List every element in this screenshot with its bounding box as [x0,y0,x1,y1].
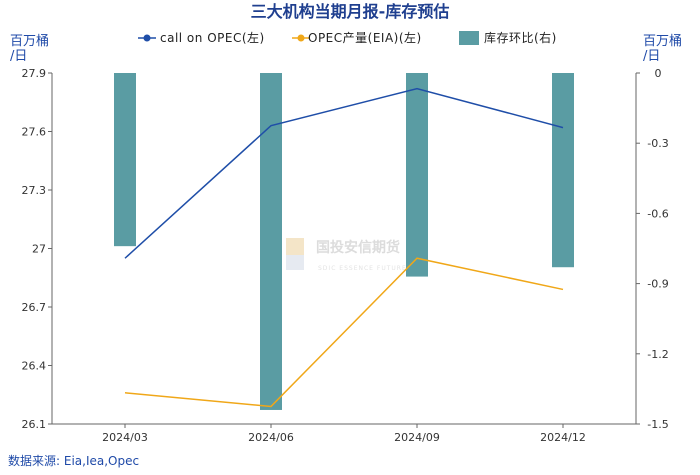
inventory-bar-2024/09 [406,73,428,277]
left-tick-label: 26.4 [22,360,47,373]
left-tick-label: 26.7 [22,301,47,314]
right-tick-label: -1.5 [647,418,668,431]
watermark-text: 国投安信期货 [316,239,400,256]
opec-production-line [124,257,564,408]
right-tick-label: -0.6 [647,207,668,220]
watermark-subtext: SDIC ESSENCE FUTURES [318,265,412,272]
left-tick-label: 27.3 [22,184,47,197]
right-unit-line1: 百万桶 [643,34,682,49]
right-axis-unit: 百万桶 /日 [643,34,682,64]
inventory-bar-2024/03 [114,73,136,247]
right-tick-label: -1.2 [647,348,668,361]
inventory-bar-2024/12 [552,73,574,268]
x-tick-label: 2024/06 [248,431,294,444]
inventory-bars [114,73,574,410]
right-tick-label: -0.9 [647,278,668,291]
x-tick-label: 2024/12 [540,431,586,444]
left-tick-label: 27.6 [22,126,47,139]
left-tick-label: 26.1 [22,418,47,431]
right-tick-label: -0.3 [647,137,668,150]
left-unit-line1: 百万桶 [10,34,49,49]
left-tick-label: 27 [32,243,46,256]
watermark: 国投安信期货 SDIC ESSENCE FUTURES [286,238,412,272]
line-series [124,87,564,408]
legend-opec-marker [297,34,305,42]
call-on-opec-line [124,87,564,259]
watermark-logo-base [286,255,304,270]
axes: 27.9 27.6 27.3 27 26.7 26.4 26.1 0 -0.3 -0.6 -0.9 -… [22,67,669,444]
right-unit-line2: /日 [643,49,660,64]
legend-opec-label: OPEC产量(EIA)(左) [308,30,422,45]
legend-call-marker [143,34,151,42]
x-tick-label: 2024/03 [102,431,148,444]
right-tick-label: 0 [655,67,662,80]
x-tick-label: 2024/09 [394,431,440,444]
left-axis-unit: 百万桶 /日 [10,34,49,64]
left-tick-label: 27.9 [22,67,47,80]
legend-inventory-label: 库存环比(右) [484,30,557,45]
left-unit-line2: /日 [10,49,27,64]
legend-inventory-swatch [459,31,479,45]
data-source: 数据来源: Eia,Iea,Opec [8,453,139,468]
legend: call on OPEC(左) OPEC产量(EIA)(左) 库存环比(右) [138,30,557,45]
chart-title: 三大机构当期月报-库存预估 [251,2,450,21]
legend-call-label: call on OPEC(左) [160,30,265,45]
inventory-bar-2024/06 [260,73,282,410]
